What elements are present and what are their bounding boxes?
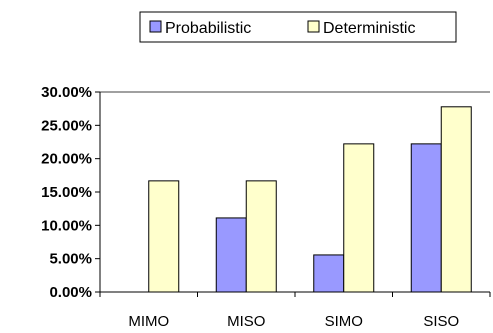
bar-deterministic-simo: [343, 143, 375, 293]
legend-swatch-deterministic: [307, 20, 320, 33]
legend-swatch-probabilistic: [149, 20, 162, 33]
y-tick-label: 5.00%: [49, 251, 92, 268]
x-tick-label: SISO: [423, 313, 459, 330]
legend: Probabilistic Deterministic: [139, 11, 457, 43]
y-tick-label: 20.00%: [41, 151, 92, 168]
y-tick-label: 30.00%: [41, 84, 92, 101]
x-tick-label: MISO: [227, 313, 265, 330]
y-tick-label: 0.00%: [49, 284, 92, 301]
legend-box: [139, 11, 457, 43]
bar-probabilistic-simo: [313, 254, 345, 293]
bar-deterministic-miso: [245, 180, 277, 293]
bar-deterministic-siso: [440, 106, 472, 293]
y-tick-label: 15.00%: [41, 184, 92, 201]
plot-area: 0.00% 5.00% 10.00% 15.00% 20.00% 25.00% 30.00%…: [41, 84, 491, 330]
bar-probabilistic-miso: [215, 217, 247, 293]
x-tick-label: MIMO: [128, 313, 169, 330]
y-tick-label: 10.00%: [41, 217, 92, 234]
legend-label-deterministic: Deterministic: [323, 20, 415, 37]
bar-deterministic-mimo: [148, 180, 180, 293]
y-tick-label: 25.00%: [41, 117, 92, 134]
legend-label-probabilistic: Probabilistic: [165, 20, 251, 37]
bar-probabilistic-siso: [410, 143, 442, 293]
x-tick-label: SIMO: [325, 313, 363, 330]
